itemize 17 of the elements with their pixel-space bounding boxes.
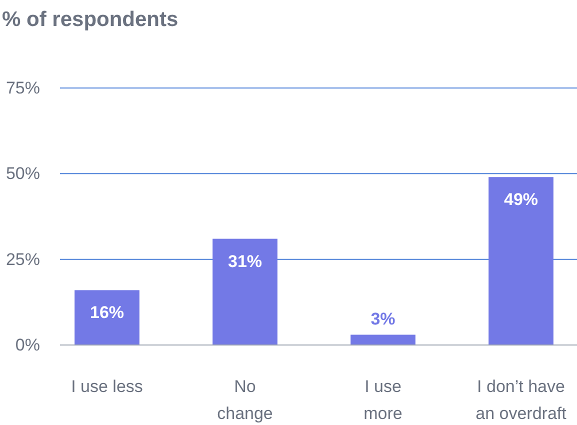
y-tick-label: 25%	[6, 250, 40, 269]
y-tick-label: 50%	[6, 164, 40, 184]
x-tick-label: I use more	[364, 377, 402, 423]
bar	[212, 238, 278, 345]
data-label: 49%	[504, 190, 538, 210]
bar	[488, 177, 554, 345]
x-tick-label: I don’t have an overdraft	[476, 377, 567, 423]
x-tick-label: I use less	[71, 377, 143, 396]
chart-title: % of respondents	[2, 8, 178, 31]
x-tick-label: No change	[217, 377, 273, 423]
data-label: 31%	[228, 252, 262, 271]
y-tick-label: 75%	[6, 78, 40, 98]
y-tick-label: 0%	[15, 335, 40, 354]
bar	[74, 290, 140, 345]
bar	[350, 334, 416, 345]
data-label: 16%	[90, 303, 124, 322]
data-label: 3%	[370, 310, 396, 329]
